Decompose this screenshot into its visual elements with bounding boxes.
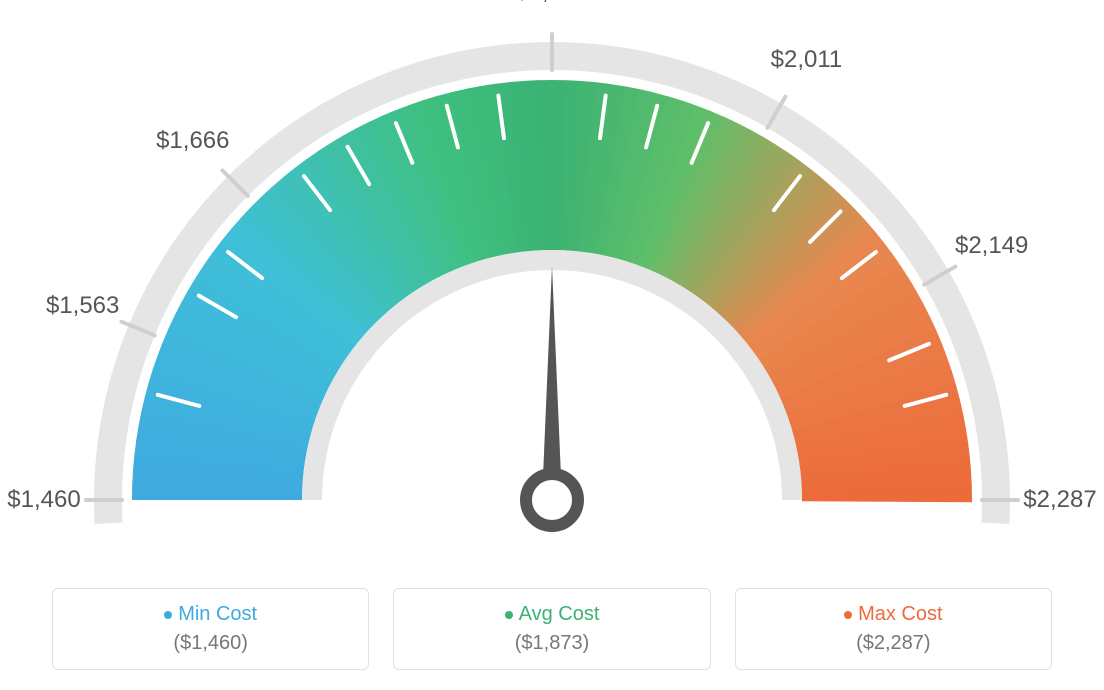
- legend-title-max: Max Cost: [746, 603, 1041, 626]
- gauge-tick-label: $1,873: [515, 0, 588, 6]
- legend-label: Min Cost: [178, 603, 257, 625]
- legend-value-min: ($1,460): [63, 632, 358, 655]
- legend-card-avg: Avg Cost ($1,873): [393, 588, 710, 670]
- legend-label: Avg Cost: [519, 603, 600, 625]
- legend-row: Min Cost ($1,460) Avg Cost ($1,873) Max …: [0, 588, 1104, 670]
- gauge-tick-label: $2,287: [1023, 486, 1096, 514]
- gauge-tick-label: $2,011: [771, 46, 843, 74]
- legend-label: Max Cost: [858, 603, 942, 625]
- dot-icon: [844, 611, 852, 619]
- legend-title-avg: Avg Cost: [404, 603, 699, 626]
- legend-value-max: ($2,287): [746, 632, 1041, 655]
- gauge-area: $1,460 $1,563 $1,666 $1,873 $2,011 $2,149 $2,2…: [0, 0, 1104, 560]
- gauge-svg: [0, 0, 1104, 560]
- cost-gauge-chart: $1,460 $1,563 $1,666 $1,873 $2,011 $2,149 $2,2…: [0, 0, 1104, 690]
- legend-card-max: Max Cost ($2,287): [735, 588, 1052, 670]
- dot-icon: [505, 611, 513, 619]
- legend-title-min: Min Cost: [63, 603, 358, 626]
- gauge-tick-label: $1,666: [156, 127, 229, 155]
- legend-value-avg: ($1,873): [404, 632, 699, 655]
- dot-icon: [164, 611, 172, 619]
- gauge-tick-label: $1,563: [46, 292, 119, 320]
- legend-card-min: Min Cost ($1,460): [52, 588, 369, 670]
- gauge-tick-label: $1,460: [7, 486, 80, 514]
- gauge-tick-label: $2,149: [955, 232, 1028, 260]
